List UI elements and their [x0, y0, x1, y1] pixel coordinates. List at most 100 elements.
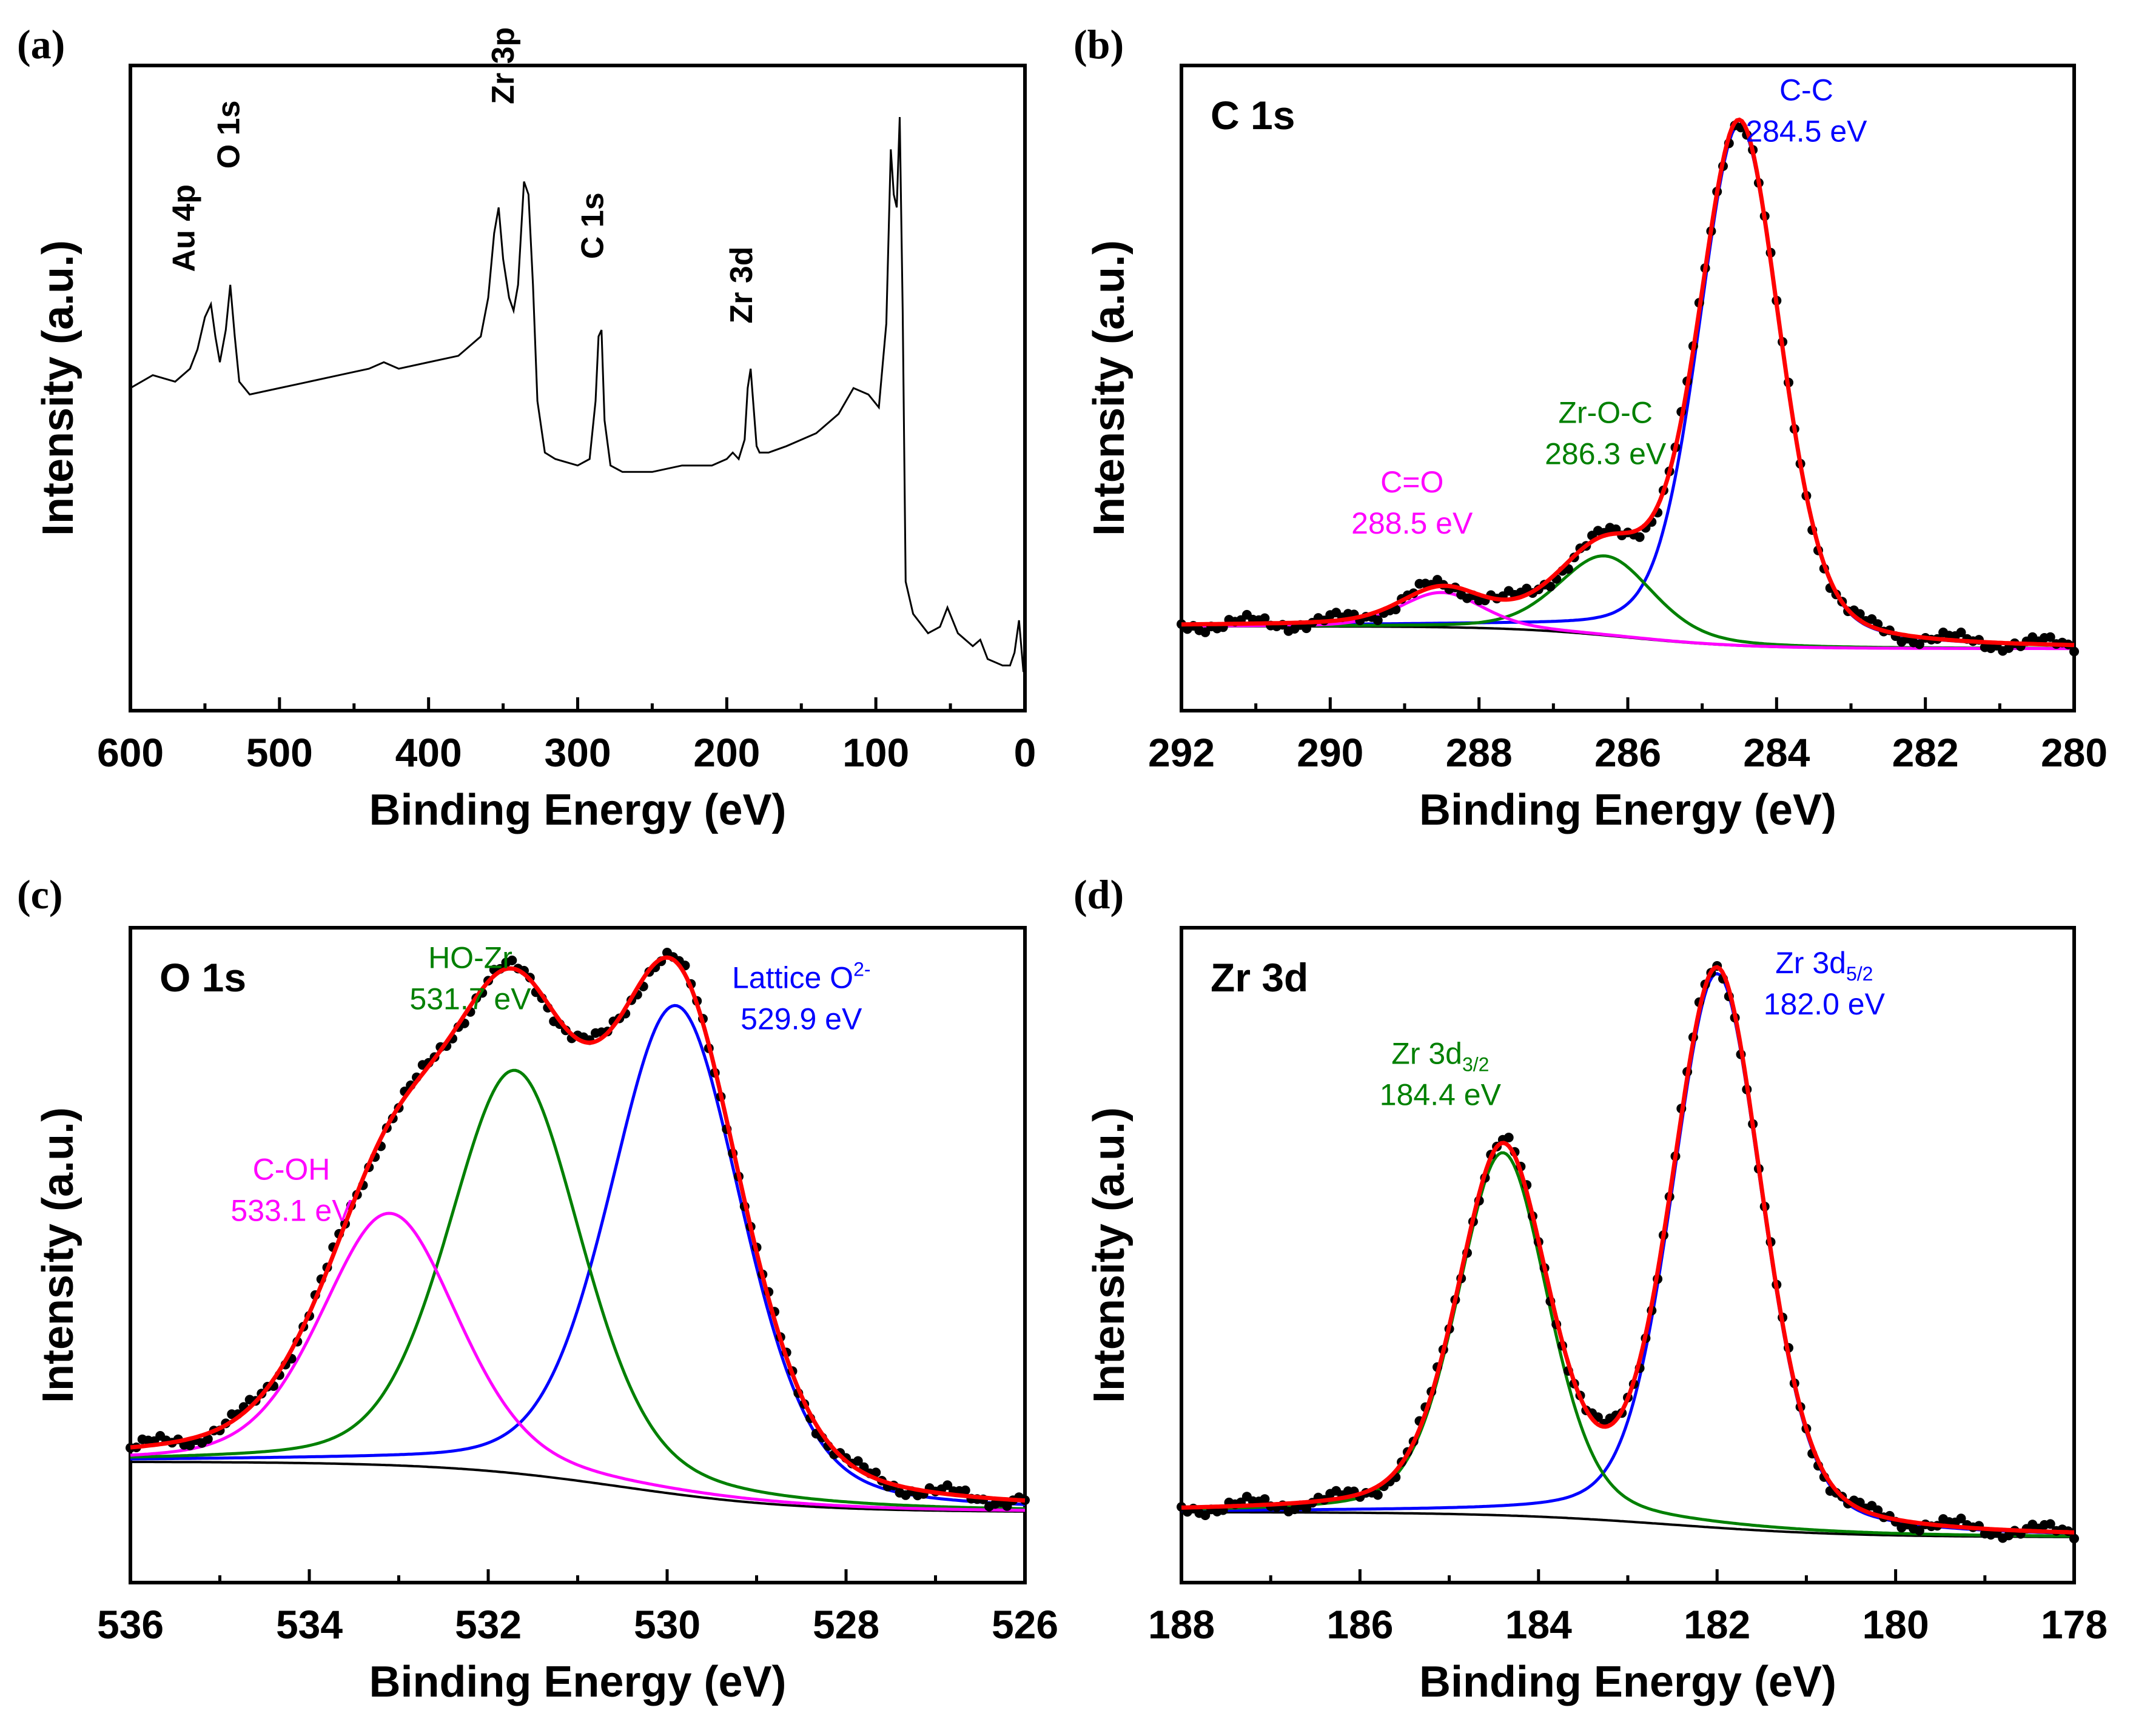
x-tick-label: 282 [1892, 730, 1959, 775]
x-tick-label: 400 [395, 730, 462, 775]
x-axis-label: Binding Energy (eV) [1419, 786, 1836, 834]
x-tick-label: 528 [813, 1602, 879, 1647]
data-point [2069, 1533, 2079, 1544]
data-point [942, 1480, 953, 1490]
component-energy-label: 531.7 eV [409, 982, 531, 1016]
data-point [960, 1485, 970, 1495]
panel-a: (a) 600 500 400 300 200 100 0 Binding Energy (eV… [17, 21, 1036, 834]
data-point [1956, 1513, 1966, 1524]
data-point [2069, 646, 2079, 657]
component-peak-line [130, 1004, 1026, 1506]
data-point [1372, 615, 1383, 625]
x-tick-label: 530 [634, 1602, 700, 1647]
region-title: O 1s [160, 955, 246, 1000]
data-point [871, 1467, 881, 1478]
component-energy-label: 284.5 eV [1745, 114, 1867, 148]
component-energy-label: 184.4 eV [1380, 1077, 1502, 1111]
data-point [1914, 1526, 1924, 1536]
data-point [2045, 1519, 2055, 1529]
background-line [1181, 1510, 2074, 1538]
component-energy-label: 288.5 eV [1351, 506, 1473, 540]
data-point [507, 955, 517, 965]
y-axis-label: Intensity (a.u.) [1085, 240, 1134, 536]
component-peak-line [130, 1068, 1026, 1510]
component-name-label: Lattice O2- [732, 959, 871, 995]
component-subscript: 5/2 [1846, 963, 1873, 985]
x-tick-label: 186 [1326, 1602, 1393, 1647]
data-point [1545, 581, 1556, 592]
data-point [1200, 1510, 1211, 1520]
x-axis-label: Binding Energy (eV) [369, 786, 786, 834]
y-axis-label: Intensity (a.u.) [1085, 1107, 1134, 1403]
panel-letter: (a) [17, 21, 65, 67]
envelope-fit-line [130, 955, 1026, 1503]
component-energy-label: 529.9 eV [741, 1002, 862, 1036]
y-axis-label: Intensity (a.u.) [34, 240, 82, 536]
component-name-label: Zr 3d5/2 [1775, 946, 1873, 985]
x-tick-label: 188 [1148, 1602, 1215, 1647]
component-name-label: C=O [1380, 465, 1443, 499]
panel-letter: (b) [1073, 21, 1124, 67]
x-tick-label: 180 [1863, 1602, 1929, 1647]
panel-b: (b) 292 290 288 286 284 282 280 Binding Energy (… [1073, 21, 2108, 834]
x-tick-label: 178 [2041, 1602, 2108, 1647]
component-energy-label: 533.1 eV [230, 1193, 352, 1227]
data-point [2045, 632, 2055, 642]
x-axis-label: Binding Energy (eV) [369, 1658, 786, 1706]
x-tick-label: 292 [1148, 730, 1215, 775]
x-axis-label: Binding Energy (eV) [1419, 1658, 1836, 1706]
x-tick-label: 182 [1684, 1602, 1750, 1647]
x-tick-label: 300 [544, 730, 611, 775]
x-tick-label: 600 [97, 730, 164, 775]
data-point [1260, 613, 1270, 623]
envelope-fit-line [1181, 117, 2075, 648]
data-point [1956, 628, 1966, 637]
data-point [1855, 1498, 1865, 1507]
component-energy-label: 286.3 eV [1545, 437, 1667, 471]
component-subscript: 3/2 [1462, 1053, 1489, 1075]
region-title: Zr 3d [1211, 955, 1308, 1000]
y-axis-label: Intensity (a.u.) [34, 1107, 82, 1403]
x-tick-label: 290 [1297, 730, 1363, 775]
panel-c: (c) 536 534 532 530 528 526 Binding Energy (eV)… [17, 871, 1058, 1706]
component-energy-label: 182.0 eV [1764, 987, 1886, 1021]
peak-label: Zr 3p [486, 27, 521, 104]
data-point [203, 1434, 213, 1444]
data-point [1372, 1490, 1383, 1500]
component-name-label: Zr-O-C [1558, 395, 1653, 429]
x-tick-label: 534 [276, 1602, 343, 1647]
data-point [1914, 639, 1924, 649]
background-line [130, 1461, 1025, 1513]
plot-frame [1180, 64, 2076, 712]
x-tick-label: 200 [693, 730, 760, 775]
component-peak-line [1181, 972, 2075, 1535]
panel-letter: (c) [17, 871, 62, 917]
peak-label: C 1s [575, 192, 610, 259]
x-tick-label: 284 [1743, 730, 1810, 775]
x-tick-label: 536 [97, 1602, 164, 1647]
data-point [853, 1456, 863, 1466]
x-tick-label: 280 [2041, 730, 2108, 775]
plot-frame [1180, 926, 2076, 1584]
peak-label: Zr 3d [724, 246, 759, 323]
data-point [1200, 627, 1211, 637]
x-tick-label: 500 [246, 730, 313, 775]
peak-label: O 1s [211, 101, 246, 169]
x-tick-label: 0 [1014, 730, 1036, 775]
panel-d: (d) 188 186 184 182 180 178 Binding Energy (eV)… [1073, 871, 2108, 1706]
component-peak-line [1181, 1151, 2074, 1538]
component-name-label: C-OH [253, 1152, 331, 1186]
x-tick-label: 184 [1505, 1602, 1572, 1647]
x-tick-label: 532 [455, 1602, 522, 1647]
panel-letter: (d) [1073, 871, 1124, 917]
envelope-fit-line [1181, 965, 2075, 1535]
region-title: C 1s [1211, 93, 1295, 138]
data-point [1634, 532, 1645, 542]
component-peak-line [130, 1212, 1025, 1512]
data-point [1260, 1494, 1270, 1504]
x-tick-label: 526 [992, 1602, 1058, 1647]
component-peak-line [1181, 591, 2074, 651]
component-name-label: C-C [1779, 73, 1833, 107]
data-point [1002, 1501, 1012, 1511]
component-superscript: 2- [853, 959, 870, 980]
